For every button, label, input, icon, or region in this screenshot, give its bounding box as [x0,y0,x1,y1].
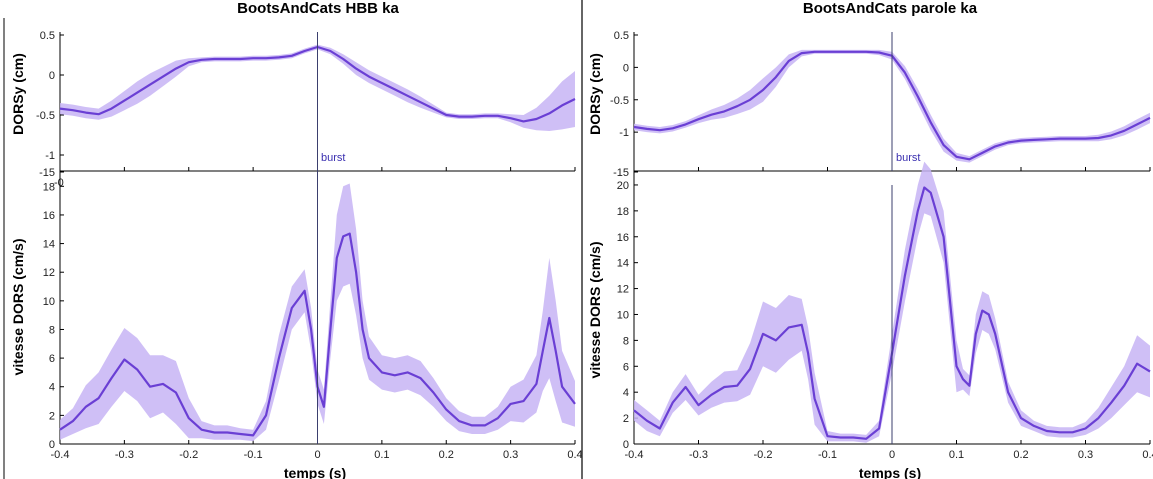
right-bottom-x-tick-label: 0.4 [1142,449,1153,461]
right-bottom-x-tick-label: -0.4 [625,449,644,461]
left-bottom-y-tick-label: 16 [43,210,55,222]
right-top-y-tick-label: -15 [613,167,629,179]
left-bottom-x-tick-label: 0.4 [567,449,582,461]
left-bottom-x-tick-label: -0.1 [244,449,263,461]
right-chart-title: BootsAndCats parole ka [803,0,978,17]
left-bottom-ylabel: vitesse DORS (cm/s) [10,239,26,376]
right-bottom-y-tick-label: 14 [617,258,629,270]
right-bottom-y-tick-label: 16 [617,232,629,244]
right-top-ylabel: DORSy (cm) [587,53,603,135]
right-bottom-x-tick-label: -0.1 [818,449,837,461]
left-bottom-x-tick-label: -0.4 [51,449,70,461]
right-bottom-y-tick-label: 10 [617,309,629,321]
right-bottom-x-tick-label: 0 [889,449,895,461]
left-bottom-y-tick-label: 6 [49,353,55,365]
left-bottom-y-tick-label: 14 [43,239,55,251]
left-bottom-series-line [59,232,576,437]
left-top-ylabel: DORSy (cm) [10,53,26,135]
right-top-y-tick-label: -0.5 [610,95,629,107]
left-bottom-chart: vitesse DORS (cm/s) temps (s) 0 2 4 6 8 10 12 1… [10,169,583,479]
left-bottom-x-tick-label: -0.2 [179,449,198,461]
right-top-y-tick-label: -1 [619,127,629,139]
left-bottom-y-tick-label: 12 [43,267,55,279]
right-top-chart: BootsAndCats parole ka DORSy (cm) burst … [587,0,1151,179]
left-bottom-x-tick-label: 0.3 [503,449,518,461]
right-bottom-y-tick-label: 20 [617,180,629,192]
left-bottom-x-tick-label: 0.1 [374,449,389,461]
right-bottom-y-tick-label: 12 [617,284,629,296]
right-bottom-y-tick-label: 2 [623,413,629,425]
right-bottom-y-tick-label: 0 [623,439,629,451]
left-top-y-tick-label: -15 [39,167,55,179]
right-bottom-y-tick-label: 8 [623,335,629,347]
right-top-y-tick-label: 0 [623,62,629,74]
left-chart-title: BootsAndCats HBB ka [237,0,399,17]
left-bottom-y-tick-label: 18 [43,181,55,193]
left-bottom-x-tick-label: -0.3 [115,449,134,461]
left-bottom-x-tick-label: 0.2 [439,449,454,461]
left-top-y-tick-label: 0 [49,70,55,82]
left-bottom-y-tick-label: 4 [49,382,55,394]
right-bottom-xlabel: temps (s) [859,465,921,479]
right-bottom-chart: vitesse DORS (cm/s) temps (s) 0 2 4 6 8 10 12 1… [587,161,1153,479]
right-bottom-y-tick-label: 18 [617,206,629,218]
right-bottom-x-tick-label: 0.2 [1013,449,1028,461]
right-bottom-series-line [633,186,1151,440]
left-bottom-x-tick-label: 0 [314,449,320,461]
right-burst-annotation: burst [896,152,920,164]
left-burst-annotation: burst [321,152,345,164]
left-bottom-y-tick-label: 0 [49,439,55,451]
left-bottom-y-tick-label: 10 [43,296,55,308]
right-bottom-y-tick-label: 6 [623,361,629,373]
right-bottom-x-tick-label: -0.3 [689,449,708,461]
left-top-confidence-band [60,44,575,131]
right-bottom-x-tick-label: 0.1 [949,449,964,461]
right-bottom-y-tick-label: 4 [623,387,629,399]
left-bottom-y-tick-label: 8 [49,324,55,336]
left-top-y-tick-label: -1 [45,150,55,162]
left-top-x-tick-label: -0 [54,177,64,189]
left-top-y-tick-label: -0.5 [36,110,55,122]
right-bottom-x-tick-label: 0.3 [1078,449,1093,461]
right-top-y-tick-label: 0.5 [614,30,629,42]
right-bottom-x-tick-label: -0.2 [754,449,773,461]
right-bottom-confidence-band [634,161,1150,443]
left-top-chart: BootsAndCats HBB ka DORSy (cm) burst 0.5… [10,0,576,189]
left-bottom-y-tick-label: 2 [49,410,55,422]
right-bottom-ylabel: vitesse DORS (cm/s) [587,242,603,379]
left-top-y-tick-label: 0.5 [40,30,55,42]
left-bottom-xlabel: temps (s) [284,465,346,479]
